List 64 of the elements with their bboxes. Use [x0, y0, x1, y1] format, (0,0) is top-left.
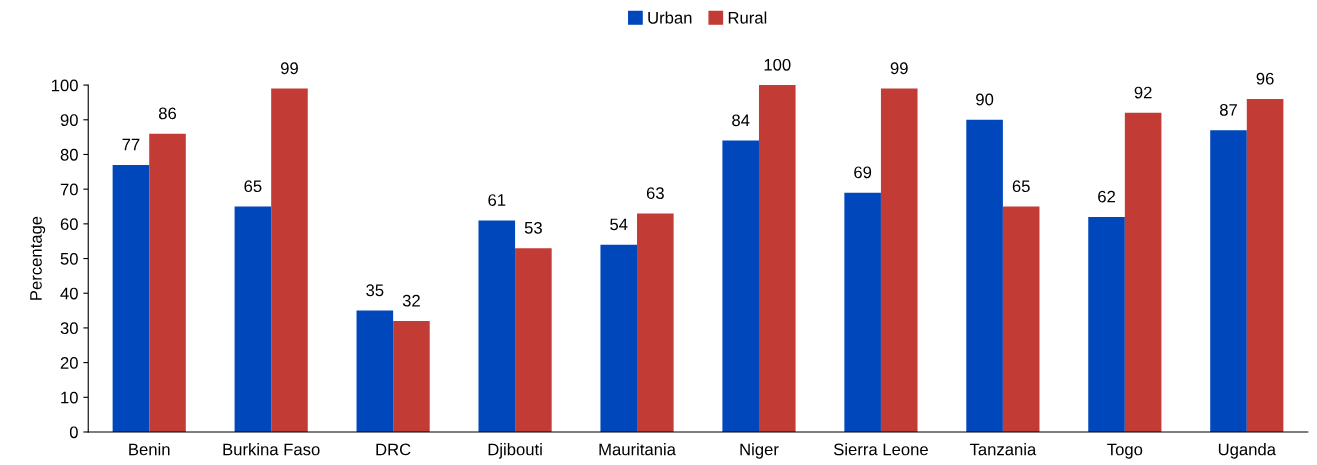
data-label: 100: [764, 58, 791, 71]
y-tick-label: 10: [61, 391, 78, 404]
data-label: 92: [1134, 86, 1152, 99]
bar: [966, 119, 1003, 432]
bar: [393, 320, 430, 432]
x-tick-label: Uganda: [1218, 443, 1276, 459]
data-label: 54: [610, 218, 628, 231]
x-tick-label: DRC: [376, 443, 411, 456]
data-label: 61: [488, 194, 506, 206]
data-label: 35: [366, 284, 384, 297]
bar: [758, 85, 796, 432]
bar: [722, 140, 759, 432]
data-label: 65: [1012, 180, 1030, 193]
x-tick-label: Djibouti: [488, 443, 542, 459]
x-tick-label: Burkina Faso: [223, 443, 320, 456]
data-label: 53: [524, 221, 542, 234]
y-tick-label: 30: [60, 322, 78, 335]
y-tick-label: 70: [60, 183, 78, 196]
bar: [880, 88, 918, 432]
bar: [149, 133, 186, 432]
y-tick-label: 50: [60, 252, 78, 265]
data-label: 77: [122, 138, 140, 151]
bar: [637, 213, 674, 432]
data-label: 69: [854, 166, 872, 179]
bar: [1246, 98, 1284, 432]
bar: [515, 248, 552, 432]
bar: [1210, 130, 1247, 432]
data-label: 86: [158, 107, 177, 120]
data-label: 62: [1098, 190, 1115, 203]
y-tick-label: 90: [60, 114, 78, 126]
y-tick-label: 60: [60, 218, 78, 231]
bar: [478, 220, 516, 432]
data-label: 87: [1219, 103, 1237, 116]
data-label: 99: [280, 62, 298, 75]
bar: [844, 192, 881, 432]
y-tick-label: 40: [60, 287, 78, 300]
x-tick-label: Sierra Leone: [833, 443, 928, 456]
data-label: 84: [732, 114, 750, 127]
y-tick-label: 0: [69, 426, 78, 439]
data-label: 32: [402, 294, 420, 307]
bar: [600, 244, 638, 432]
data-label: 99: [890, 62, 908, 75]
x-tick-label: Togo: [1107, 443, 1143, 459]
y-tick-label: 100: [51, 79, 78, 92]
bar: [112, 164, 150, 432]
bar: [234, 206, 272, 432]
data-label: 65: [244, 180, 262, 193]
legend-label: Rural: [728, 11, 767, 24]
y-tick-label: 20: [60, 357, 78, 369]
x-tick-label: Tanzania: [969, 443, 1037, 456]
bar: [1002, 206, 1040, 432]
bar: [271, 88, 308, 432]
bar: [356, 310, 394, 432]
data-label: 63: [646, 187, 664, 200]
data-label: 90: [976, 93, 994, 106]
bar: [1124, 112, 1162, 432]
legend-label: Urban: [648, 11, 692, 24]
y-axis-title: Percentage: [30, 216, 46, 300]
y-tick-label: 80: [60, 148, 78, 161]
x-tick-label: Mauritania: [599, 443, 676, 456]
x-tick-label: Benin: [129, 443, 170, 456]
bar: [1088, 216, 1125, 432]
x-tick-label: Niger: [740, 443, 779, 459]
data-label: 96: [1256, 72, 1274, 85]
